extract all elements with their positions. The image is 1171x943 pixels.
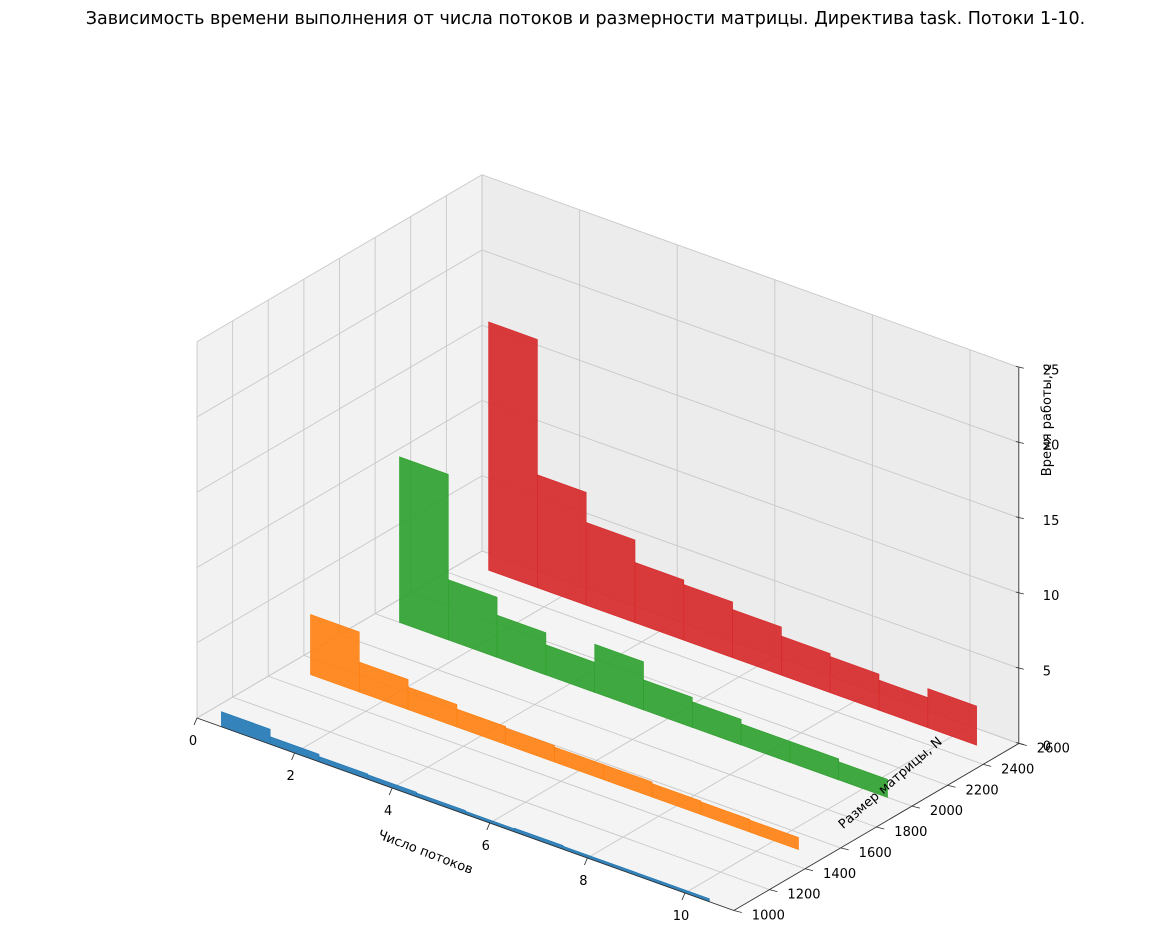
- y-tick-label: 2000: [930, 804, 963, 819]
- x-tick: [193, 717, 198, 726]
- z-tick-label: 10: [1043, 589, 1060, 604]
- y-tick-label: 2400: [1001, 762, 1034, 777]
- chart-title: Зависимость времени выполнения от числа …: [85, 9, 1086, 29]
- y-tick: [733, 910, 742, 913]
- y-tick-label: 2200: [966, 783, 999, 798]
- bar-series: [310, 613, 799, 851]
- bar: [602, 764, 653, 798]
- bar: [399, 456, 449, 641]
- x-tick-label: 2: [286, 769, 294, 784]
- z-tick-label: 15: [1043, 514, 1060, 529]
- bar: [456, 708, 507, 746]
- y-tick-label: 2600: [1037, 742, 1070, 757]
- y-tick-label: 1600: [859, 846, 892, 861]
- bar: [789, 740, 840, 781]
- z-tick-label: 0: [1043, 740, 1051, 755]
- bar: [749, 819, 799, 851]
- bar: [594, 643, 644, 711]
- y-tick: [840, 847, 849, 851]
- y-tick: [947, 784, 956, 788]
- z-tick-label: 20: [1043, 439, 1060, 454]
- bar: [683, 584, 733, 659]
- x-tick: [388, 787, 393, 796]
- bar-series: [399, 456, 888, 798]
- bar: [310, 613, 360, 693]
- bar: [829, 656, 880, 711]
- left-grid-z: [196, 324, 483, 493]
- floor-grid-y: [232, 696, 770, 891]
- y-tick: [911, 805, 921, 809]
- x-tick: [291, 752, 296, 761]
- bar-series: [488, 321, 977, 746]
- z-tick-label: 5: [1043, 664, 1051, 679]
- z-tick: [1015, 516, 1024, 520]
- bar: [358, 661, 409, 711]
- axis-lines: [193, 365, 1027, 913]
- y-tick: [876, 826, 885, 830]
- back-grid-z: [481, 324, 1019, 519]
- bar: [407, 686, 458, 728]
- x-tick-label: 6: [482, 839, 490, 854]
- back-grid-z: [481, 249, 1019, 443]
- bar: [585, 521, 636, 624]
- y-tick: [769, 889, 778, 893]
- bars-group: [221, 321, 977, 903]
- x-axis-line: [196, 717, 734, 911]
- bar: [447, 579, 498, 658]
- bar-series: [221, 711, 710, 903]
- z-tick: [1015, 742, 1024, 745]
- back-grid-z: [481, 400, 1019, 594]
- y-tick-label: 1800: [894, 825, 927, 840]
- bar: [927, 688, 977, 746]
- x-tick-label: 0: [189, 734, 197, 749]
- x-axis-label: Число потоков: [376, 828, 475, 878]
- x-tick: [681, 892, 686, 901]
- bar: [634, 562, 685, 641]
- back-grid-z: [481, 174, 1019, 368]
- bar: [505, 727, 555, 763]
- floor-grid-y: [446, 571, 984, 765]
- left-grid-z: [196, 400, 483, 568]
- back-pane: [482, 174, 1019, 744]
- x-tick: [583, 857, 588, 866]
- y-tick: [804, 868, 814, 872]
- bar: [537, 474, 587, 606]
- bar: [700, 801, 751, 833]
- floor-grid-y: [339, 634, 877, 828]
- left-grid-z: [196, 249, 483, 418]
- y-tick-label: 1000: [752, 909, 785, 924]
- floor-grid-y: [268, 675, 806, 870]
- bar: [838, 761, 888, 798]
- x-tick: [486, 822, 491, 831]
- z-tick: [1015, 666, 1024, 670]
- z-tick: [1015, 591, 1024, 595]
- bar: [691, 701, 742, 746]
- z-axis-label: Время работы, с: [1040, 364, 1055, 476]
- y-tick-label: 1400: [823, 867, 856, 882]
- y-tick-label: 1200: [787, 888, 820, 903]
- left-grid-z: [196, 174, 483, 343]
- bar: [488, 321, 538, 589]
- bar: [732, 609, 782, 676]
- bar: [781, 635, 831, 694]
- z-tick: [1015, 365, 1024, 369]
- x-tick-label: 4: [384, 804, 392, 819]
- x-tick-label: 10: [673, 909, 690, 924]
- x-tick-label: 8: [579, 874, 587, 889]
- bar: [643, 679, 693, 728]
- bar: [496, 614, 547, 676]
- z-tick: [1015, 441, 1024, 444]
- bar: [651, 783, 702, 816]
- z-tick-label: 25: [1043, 363, 1060, 378]
- y-tick: [983, 763, 992, 767]
